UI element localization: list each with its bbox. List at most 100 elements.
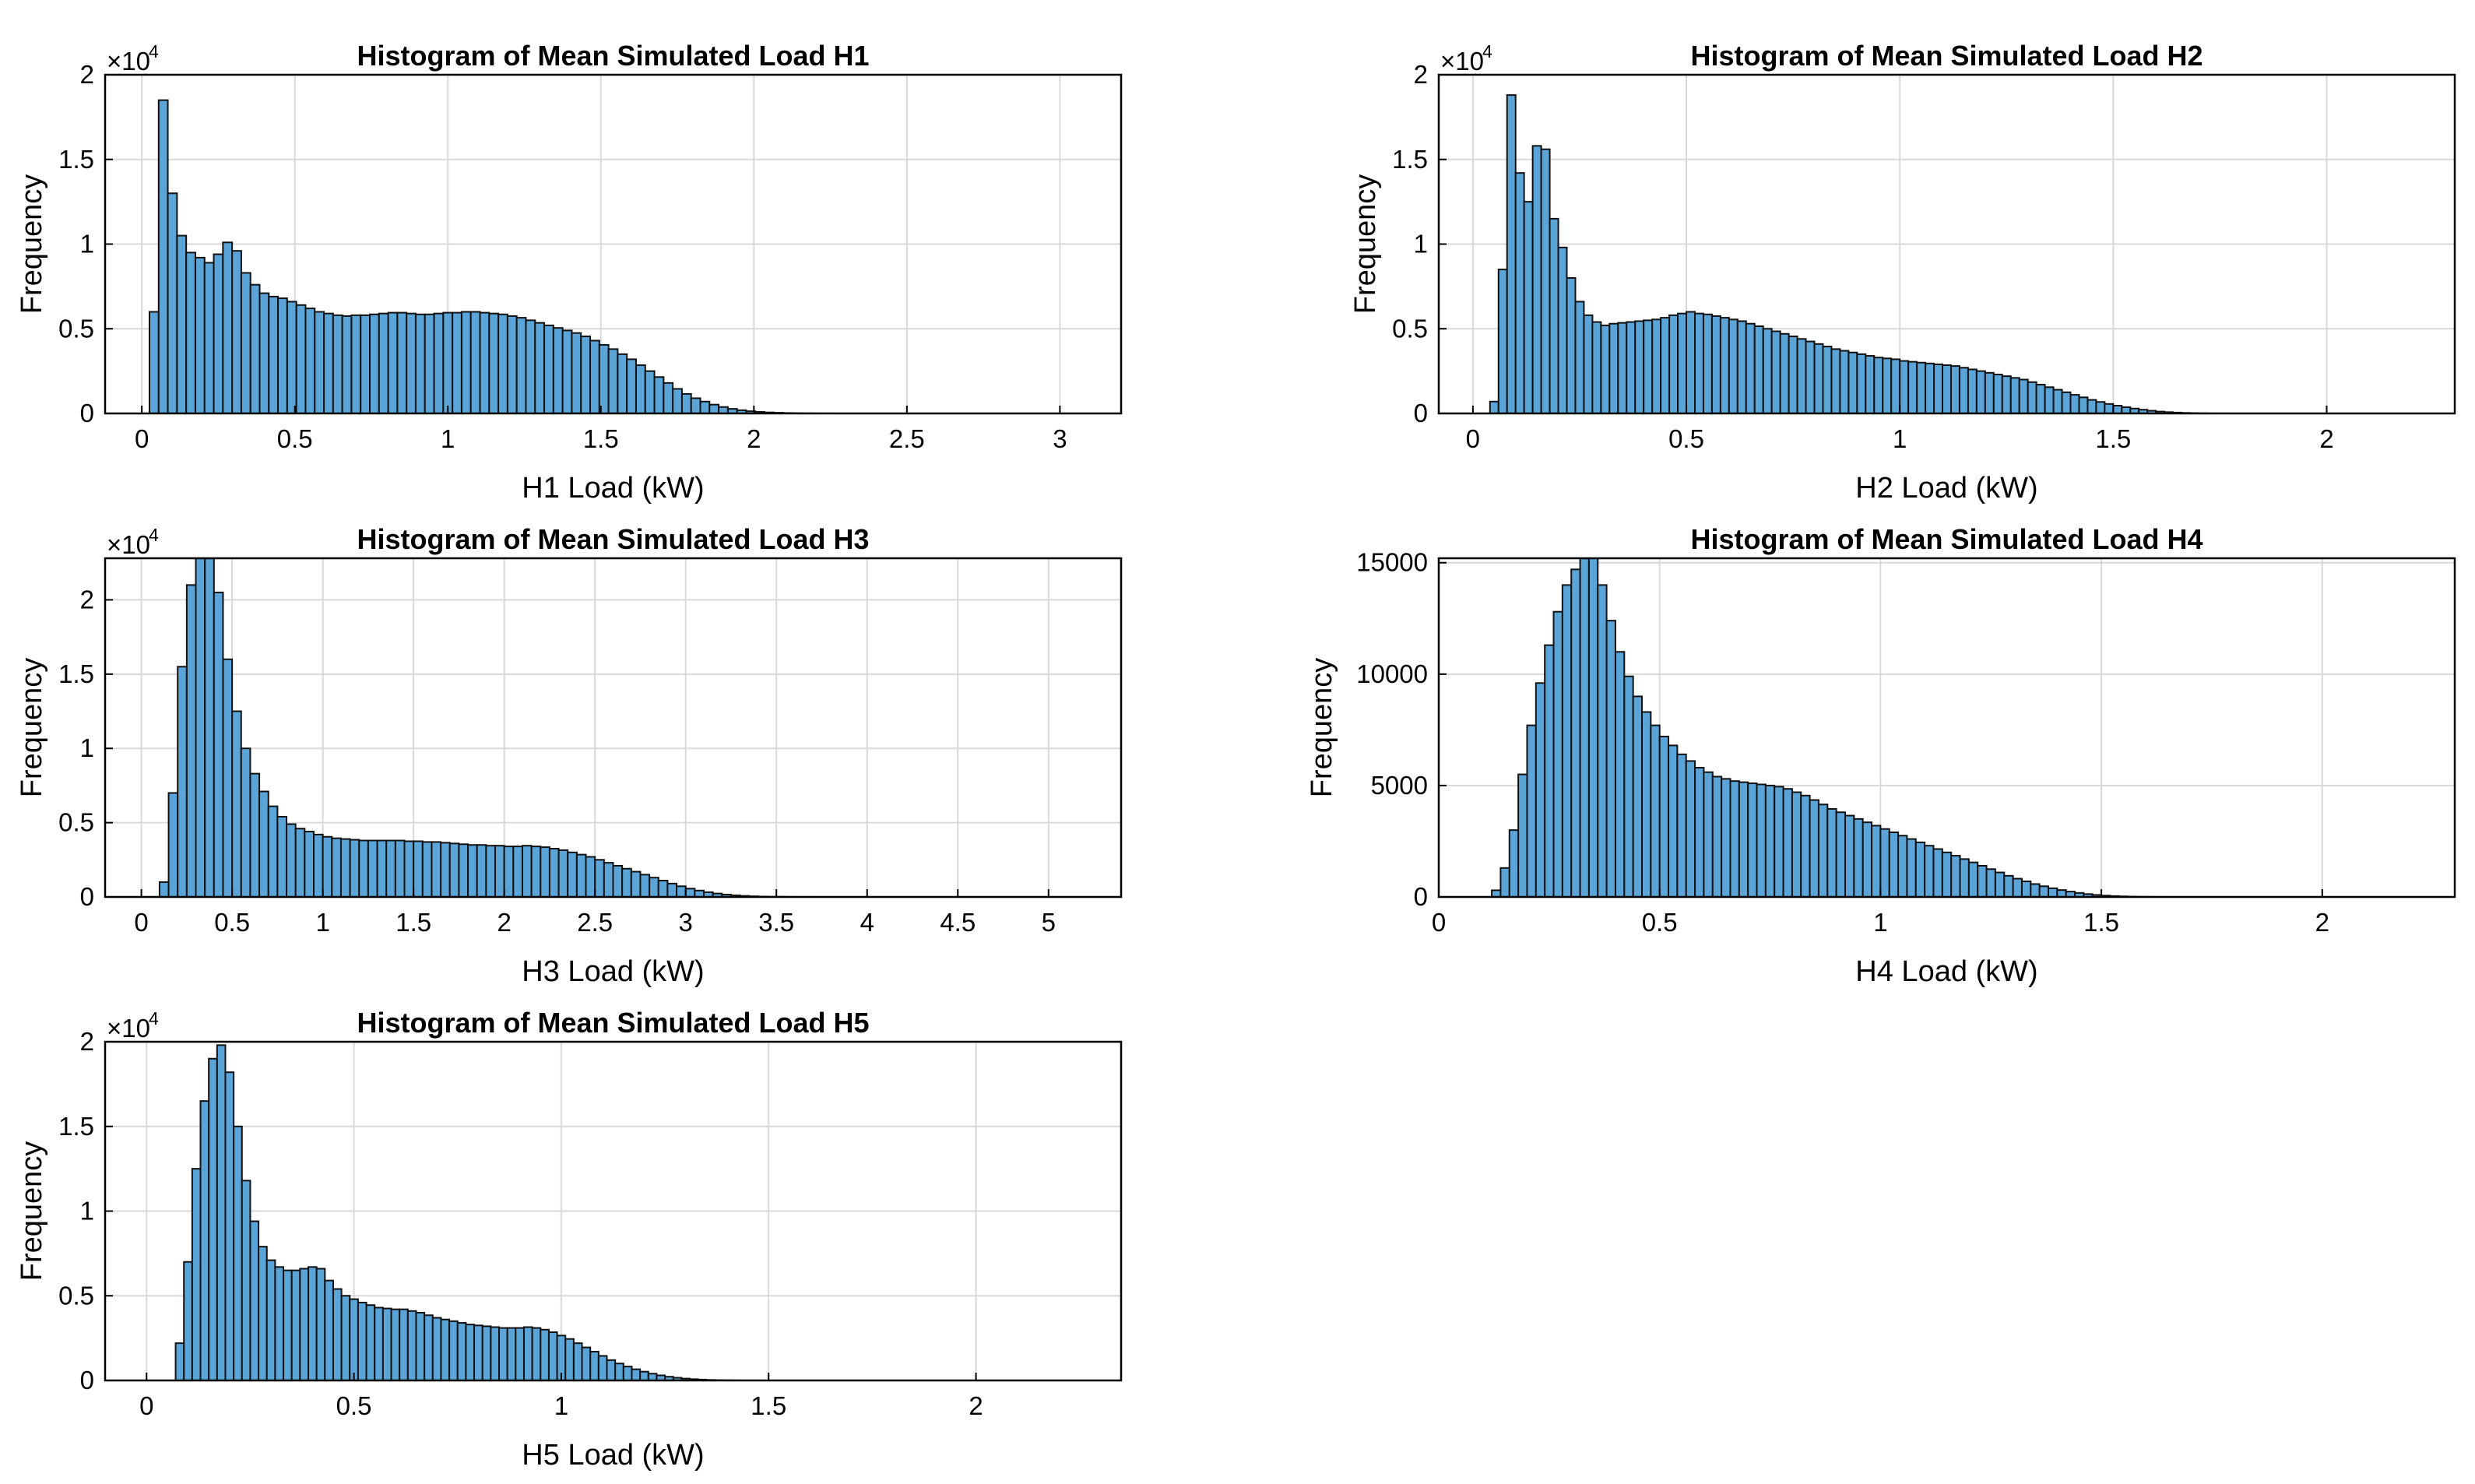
- y-tick-label: 1: [1414, 230, 1428, 258]
- x-tick-label: 1.5: [2095, 424, 2131, 453]
- histogram-bar: [2078, 396, 2089, 413]
- histogram-bar: [324, 1279, 334, 1380]
- histogram-bar: [531, 1327, 542, 1380]
- histogram-bar: [506, 1327, 517, 1380]
- histogram-bar: [341, 315, 353, 413]
- histogram-bar: [322, 835, 333, 897]
- histogram-bar: [350, 314, 362, 413]
- histogram-bar: [315, 1268, 326, 1380]
- histogram-bar: [2095, 401, 2106, 413]
- histogram-bar: [1729, 780, 1740, 897]
- y-tick-label: 0: [80, 1366, 94, 1394]
- histogram-bar: [357, 1301, 367, 1380]
- histogram-bar: [231, 710, 242, 897]
- histogram-bar: [376, 839, 388, 897]
- histogram-bar: [1959, 858, 1970, 897]
- histogram-bar: [676, 885, 687, 897]
- histogram-bar: [2018, 378, 2029, 413]
- histogram-bar: [1583, 314, 1594, 413]
- y-tick-label: 1.5: [58, 659, 94, 688]
- histogram-bar: [2035, 384, 2046, 413]
- y-axis-label: Frequency: [16, 174, 48, 315]
- y-axis-label: Frequency: [16, 1141, 48, 1282]
- histogram-bar: [1557, 246, 1568, 413]
- x-tick-label: 1: [315, 908, 329, 937]
- histogram-bar: [415, 1312, 426, 1380]
- histogram-bar: [690, 397, 701, 413]
- histogram-bar: [699, 400, 711, 413]
- y-tick-label: 0: [80, 399, 94, 427]
- x-axis-label: H5 Load (kW): [522, 1439, 704, 1472]
- histogram-bar: [603, 862, 614, 897]
- histogram-bar: [649, 877, 659, 897]
- histogram-bar: [185, 584, 197, 897]
- histogram-bar: [1600, 324, 1611, 413]
- histogram-bar: [672, 388, 683, 413]
- histogram-bar: [1774, 786, 1784, 897]
- histogram-bar: [1907, 360, 1918, 413]
- x-tick-label: 0.5: [214, 908, 250, 937]
- histogram-bar: [534, 322, 546, 413]
- histogram-bar: [1925, 362, 1935, 413]
- histogram-bar: [277, 297, 288, 413]
- histogram-bar: [635, 364, 646, 413]
- x-tick-label: 0: [1432, 908, 1446, 937]
- histogram-bar: [233, 1125, 243, 1380]
- histogram-bar: [258, 1246, 268, 1380]
- histogram-bar: [216, 1044, 227, 1380]
- histogram-bar: [572, 1342, 583, 1380]
- histogram-bar: [525, 319, 536, 413]
- histogram-bar: [1897, 835, 1908, 897]
- histogram-bar: [631, 1368, 642, 1380]
- y-exponent-base: ×10: [1440, 47, 1484, 76]
- histogram-bar: [406, 312, 417, 413]
- histogram-bar: [1830, 348, 1841, 413]
- histogram-bar: [1762, 328, 1773, 413]
- histogram-bar: [1597, 584, 1608, 897]
- histogram-bar: [1702, 313, 1713, 413]
- histogram-bar: [167, 192, 178, 413]
- histogram-bar: [213, 591, 224, 897]
- histogram-bar: [294, 828, 306, 897]
- histogram-bar: [494, 845, 505, 897]
- histogram-bar: [557, 849, 569, 897]
- histogram-bar: [339, 838, 351, 897]
- histogram-bar: [2027, 381, 2037, 413]
- histogram-bar: [1535, 682, 1546, 897]
- histogram-bar: [497, 313, 508, 413]
- histogram-bar: [1710, 315, 1721, 413]
- histogram-bar: [1668, 744, 1679, 897]
- histogram-bar: [1711, 775, 1723, 897]
- histogram-bar: [185, 251, 196, 413]
- histogram-bar: [378, 312, 389, 413]
- histogram-bar: [176, 234, 188, 413]
- histogram-bar: [561, 329, 573, 413]
- histogram-bar: [1651, 318, 1662, 413]
- histogram-bar: [530, 846, 542, 897]
- histogram-bar: [1782, 788, 1793, 897]
- histogram-bar: [1992, 373, 2003, 413]
- histogram-bar: [308, 1266, 318, 1380]
- histogram-bar: [1728, 318, 1738, 413]
- histogram-bar: [571, 332, 582, 413]
- histogram-bar: [274, 1266, 285, 1380]
- histogram-bar: [621, 867, 632, 897]
- chart-title: Histogram of Mean Simulated Load H2: [1690, 40, 2203, 72]
- histogram-bar: [295, 304, 307, 413]
- histogram-bar: [657, 880, 669, 897]
- histogram-bar: [1890, 358, 1901, 413]
- histogram-bar: [567, 851, 578, 897]
- histogram-bar: [249, 772, 261, 897]
- histogram-bar: [286, 823, 297, 897]
- x-tick-label: 1: [1873, 908, 1887, 937]
- axes-box: [1437, 557, 2456, 898]
- histogram-bar: [1517, 773, 1528, 897]
- histogram-bar: [2012, 877, 2023, 897]
- histogram-bar: [1753, 325, 1764, 413]
- histogram-bar: [231, 250, 242, 413]
- y-exponent-power: 4: [149, 41, 159, 62]
- histogram-bar: [332, 314, 343, 413]
- y-tick-label: 2: [80, 1027, 94, 1056]
- y-tick-label: 0.5: [58, 1281, 94, 1310]
- histogram-bar: [666, 882, 678, 897]
